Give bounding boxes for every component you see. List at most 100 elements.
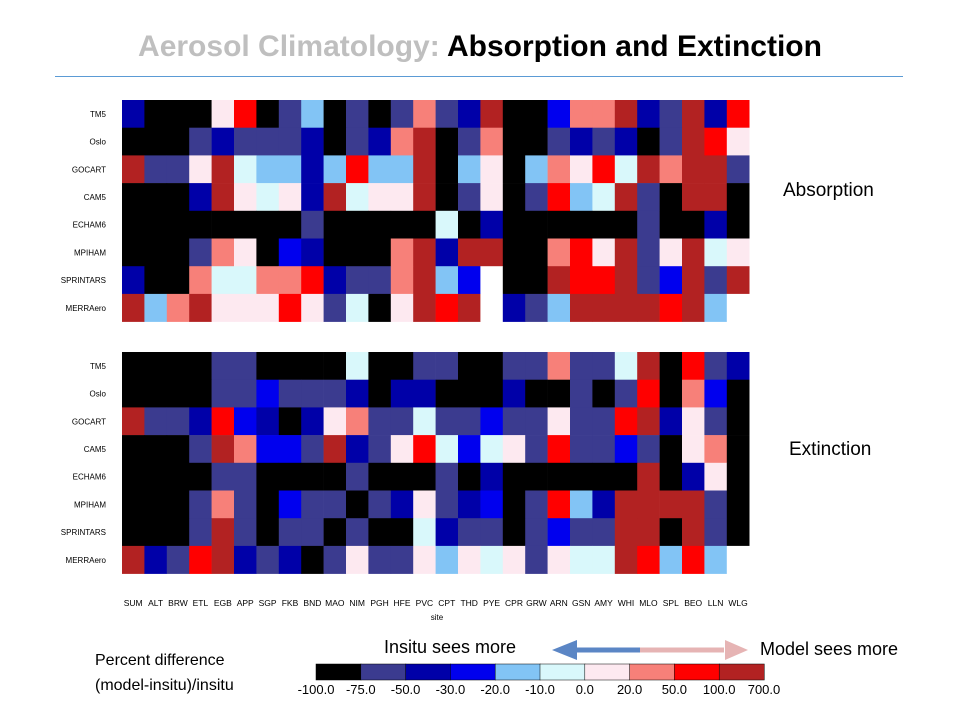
site-tick-label: THD: [460, 598, 477, 608]
extinction-cell: [301, 435, 324, 464]
extinction-cell: [502, 462, 526, 491]
colorbar-tick-label: 50.0: [662, 682, 687, 697]
extinction-cell: [480, 490, 504, 519]
absorption-cell: [301, 293, 324, 322]
absorption-cell: [413, 155, 436, 184]
absorption-cell: [413, 210, 436, 239]
extinction-cell: [413, 407, 436, 436]
absorption-cell: [502, 183, 526, 212]
absorption-cell: [166, 266, 190, 295]
extinction-cell: [166, 490, 190, 519]
absorption-cell: [726, 127, 750, 156]
extinction-cell: [726, 462, 750, 491]
title-part2: Absorption and Extinction: [446, 30, 822, 63]
absorption-row-label: Oslo: [90, 138, 107, 147]
absorption-cell: [570, 183, 593, 212]
extinction-cell: [592, 379, 616, 408]
absorption-cell: [301, 266, 324, 295]
site-tick-label: PGH: [370, 598, 388, 608]
absorption-cell: [682, 183, 705, 212]
extinction-cell: [480, 407, 504, 436]
extinction-cell: [637, 379, 660, 408]
absorption-cell: [547, 266, 571, 295]
extinction-cell: [502, 518, 526, 547]
absorption-cell: [211, 210, 235, 239]
extinction-cell: [256, 379, 280, 408]
absorption-cell: [122, 127, 145, 156]
extinction-cell: [144, 462, 168, 491]
site-tick-label: PVC: [416, 598, 433, 608]
extinction-cell: [278, 545, 302, 574]
absorption-cell: [637, 266, 660, 295]
extinction-cell: [726, 435, 750, 464]
absorption-cell: [592, 266, 616, 295]
extinction-cell: [189, 545, 212, 574]
absorption-cell: [458, 100, 481, 128]
absorption-cell: [368, 127, 392, 156]
extinction-cell: [525, 490, 548, 519]
absorption-cell: [570, 155, 593, 184]
extinction-cell: [726, 352, 750, 380]
absorption-cell: [458, 127, 481, 156]
extinction-cell: [547, 545, 571, 574]
absorption-cell: [525, 100, 548, 128]
extinction-cell: [614, 407, 638, 436]
extinction-row-label: ECHAM6: [73, 473, 107, 482]
extinction-cell: [144, 435, 168, 464]
site-tick-label: CPT: [438, 598, 455, 608]
extinction-cell: [502, 407, 526, 436]
extinction-cell: [278, 379, 302, 408]
extinction-cell: [525, 407, 548, 436]
absorption-cell: [592, 100, 616, 128]
absorption-cell: [323, 238, 347, 267]
extinction-cell: [301, 462, 324, 491]
site-tick-label: PYE: [483, 598, 500, 608]
extinction-cell: [704, 435, 728, 464]
absorption-cell: [189, 238, 212, 267]
absorption-cell: [435, 183, 459, 212]
extinction-cell: [637, 545, 660, 574]
extinction-cell: [189, 352, 212, 380]
absorption-cell: [144, 155, 168, 184]
absorption-cell: [458, 210, 481, 239]
absorption-cell: [234, 127, 257, 156]
absorption-cell: [726, 100, 750, 128]
absorption-cell: [189, 100, 212, 128]
absorption-cell: [480, 183, 504, 212]
absorption-cell: [144, 183, 168, 212]
extinction-cell: [166, 435, 190, 464]
absorption-label: Absorption: [783, 180, 874, 201]
colorbar-tick-label: -100.0: [298, 682, 335, 697]
extinction-cell: [234, 407, 257, 436]
absorption-cell: [323, 183, 347, 212]
absorption-cell: [614, 155, 638, 184]
extinction-cell: [659, 379, 683, 408]
absorption-cell: [525, 183, 548, 212]
extinction-cell: [211, 462, 235, 491]
extinction-cell: [301, 490, 324, 519]
absorption-cell: [525, 293, 548, 322]
extinction-cell: [547, 490, 571, 519]
extinction-cell: [390, 435, 414, 464]
site-tick-label: ARN: [550, 598, 568, 608]
extinction-cell: [637, 490, 660, 519]
extinction-row-label: TM5: [90, 362, 107, 371]
absorption-cell: [323, 155, 347, 184]
absorption-cell: [390, 293, 414, 322]
absorption-cell: [570, 238, 593, 267]
extinction-cell: [704, 462, 728, 491]
absorption-cell: [278, 100, 302, 128]
extinction-cell: [234, 379, 257, 408]
extinction-cell: [480, 545, 504, 574]
extinction-cell: [256, 518, 280, 547]
model-arrow-head: [725, 640, 748, 660]
absorption-cell: [301, 210, 324, 239]
percent-line2: (model-insitu)/insitu: [95, 677, 234, 694]
absorption-cell: [435, 266, 459, 295]
colorbar-tick-label: 700.0: [748, 682, 781, 697]
extinction-cell: [256, 490, 280, 519]
extinction-cell: [189, 379, 212, 408]
extinction-cell: [122, 545, 145, 574]
absorption-cell: [122, 100, 145, 128]
